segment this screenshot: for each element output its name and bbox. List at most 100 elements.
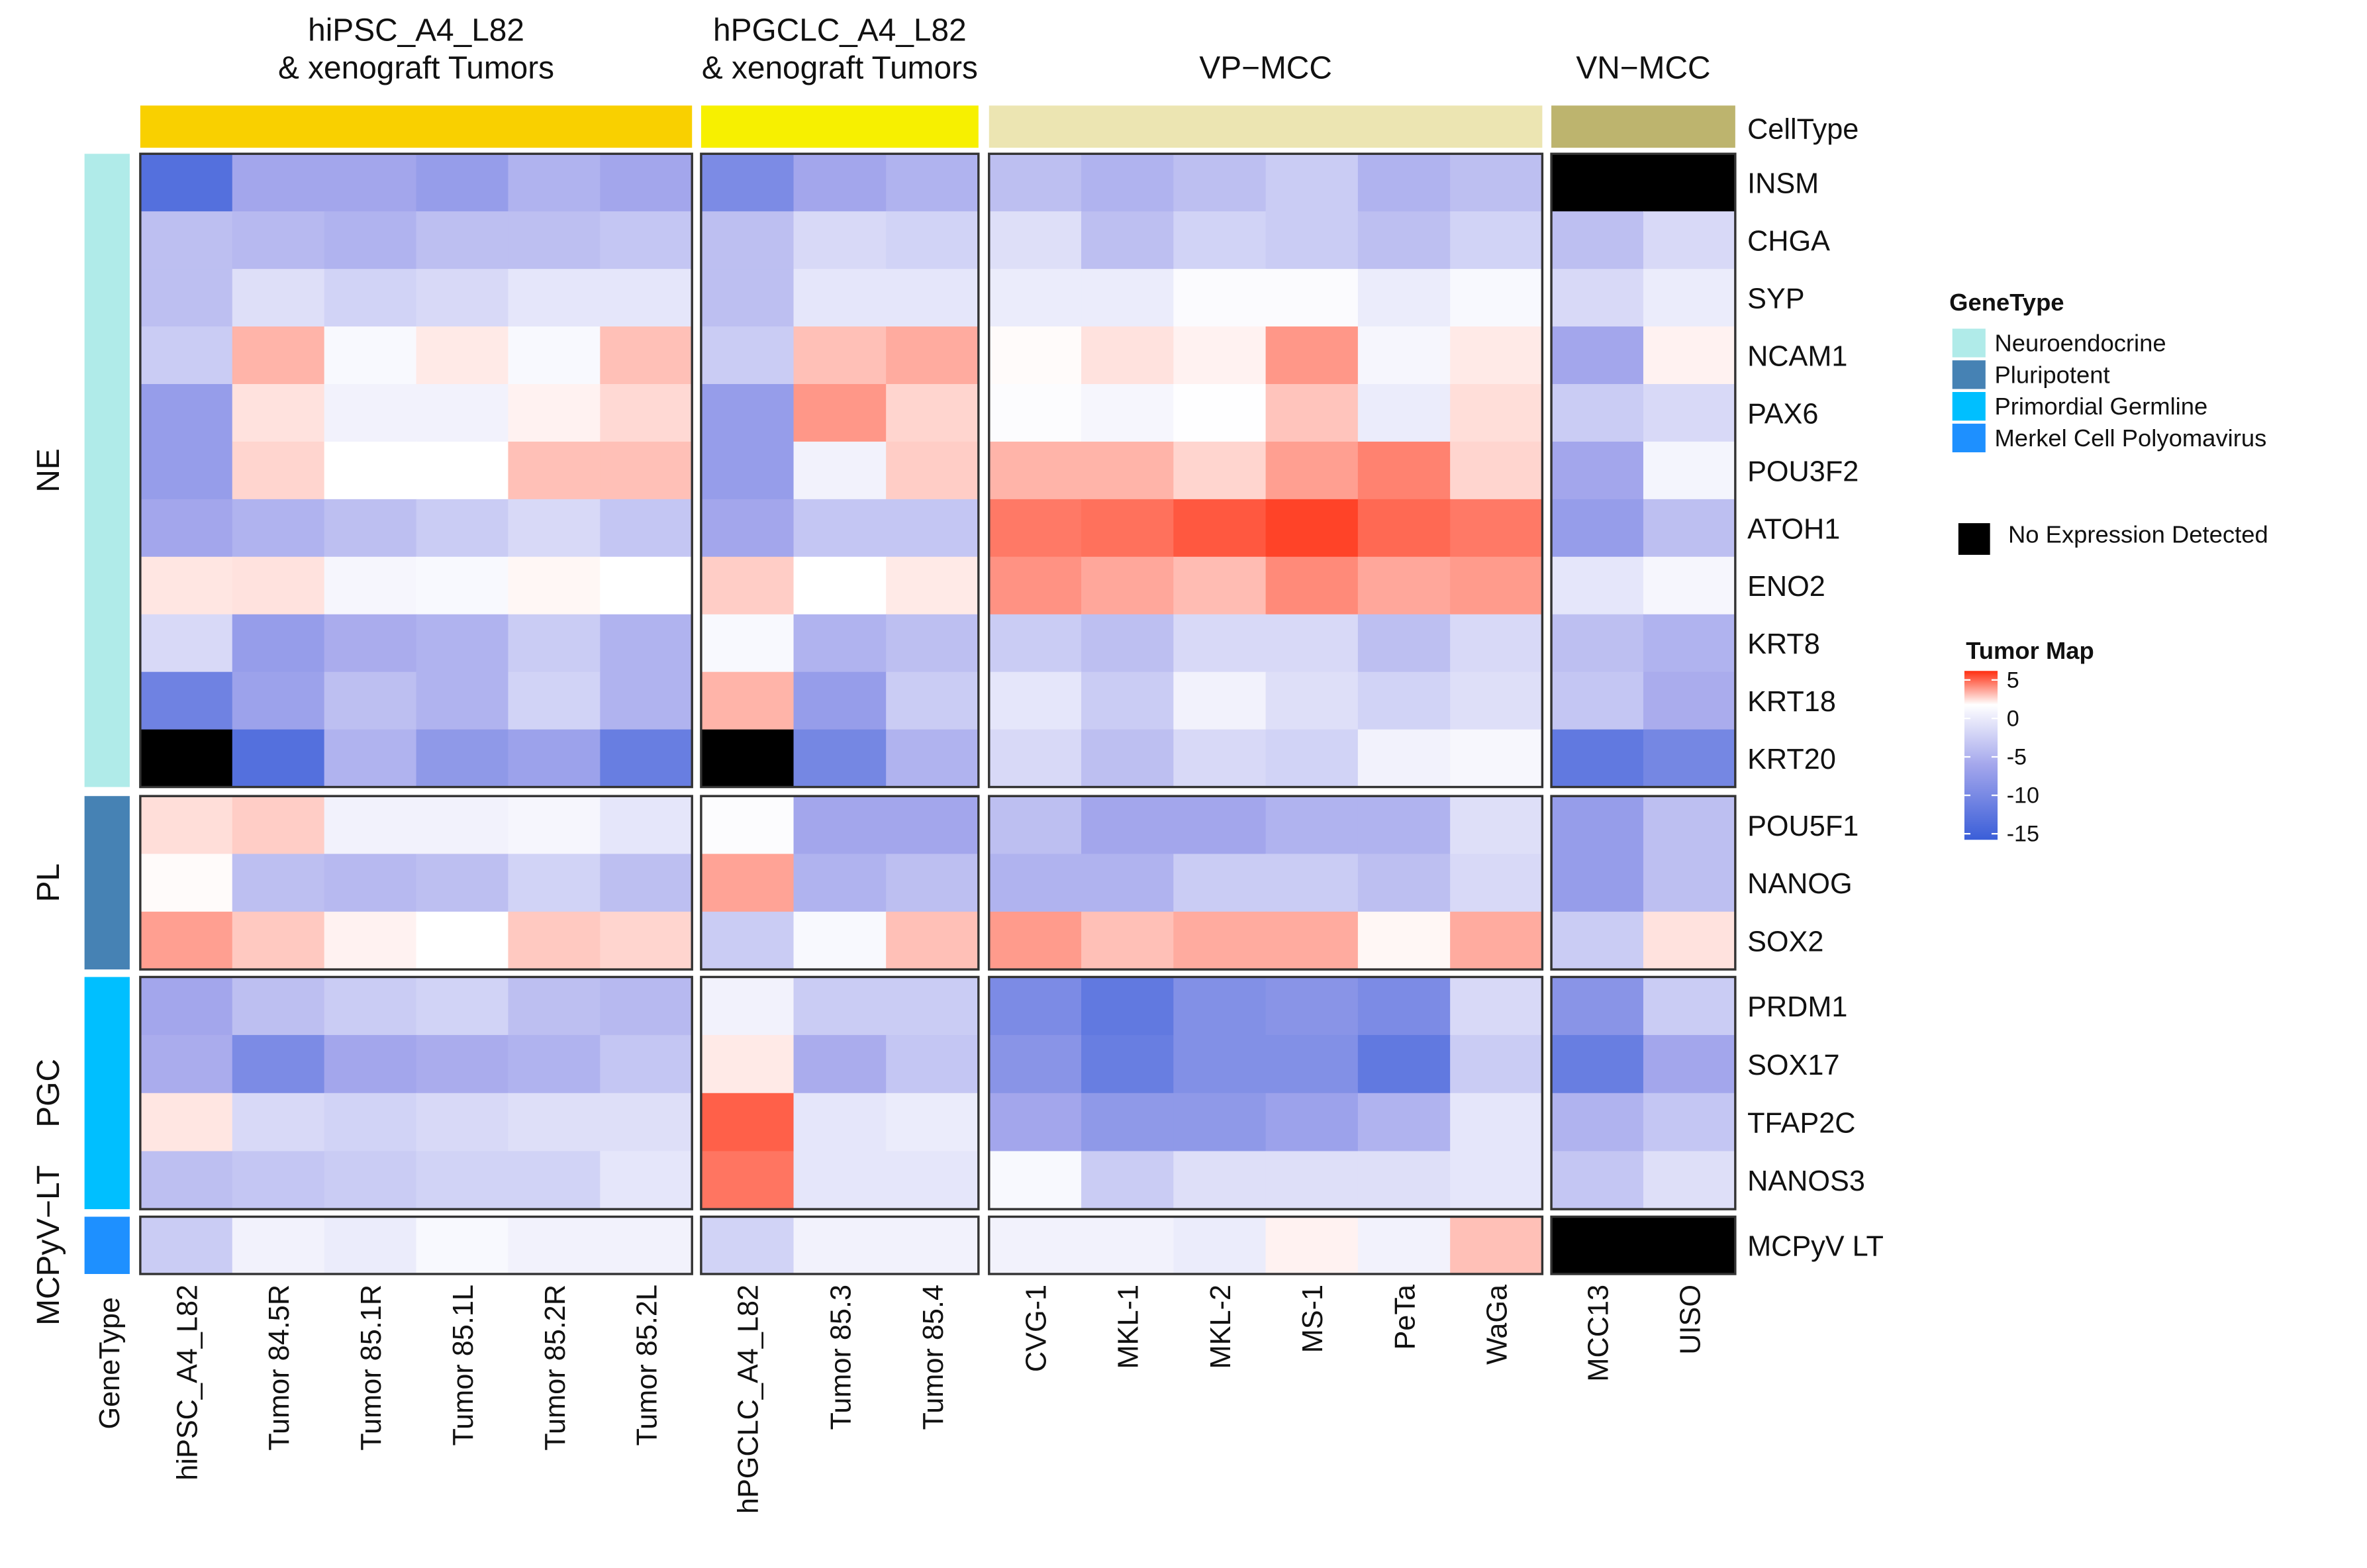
heatmap-cell (989, 441, 1082, 500)
heatmap-cell (416, 556, 509, 615)
row-group-label: PL (31, 863, 66, 902)
block-border (1550, 975, 1737, 1210)
heatmap-cell (416, 911, 509, 970)
heatmap-cell (1551, 854, 1644, 912)
column-group-title: & xenograft Tumors (702, 50, 978, 85)
heatmap-cell (508, 556, 601, 615)
heatmap-cell (1081, 556, 1175, 615)
heatmap-cell (232, 671, 325, 730)
column-label: Tumor 85.1L (448, 1285, 479, 1446)
heatmap-cell (886, 1035, 979, 1094)
heatmap-cell (1551, 154, 1644, 213)
heatmap-cell (700, 729, 795, 788)
heatmap-cell (989, 614, 1082, 673)
legend-swatch (1952, 392, 1986, 421)
heatmap-cell (700, 269, 795, 327)
heatmap-cell (700, 911, 795, 970)
heatmap-cell (416, 1035, 509, 1094)
heatmap-cell (886, 211, 979, 270)
column-label: Tumor 85.3 (825, 1285, 857, 1430)
heatmap-cell (1450, 1151, 1543, 1210)
heatmap-cell (1357, 911, 1451, 970)
heatmap-cell (1081, 911, 1175, 970)
block-border (1550, 795, 1737, 971)
column-group-title: & xenograft Tumors (278, 50, 554, 85)
heatmap-cell (416, 729, 509, 788)
heatmap-cell (989, 729, 1082, 788)
heatmap-cell (508, 796, 601, 855)
heatmap-cell (989, 499, 1082, 558)
heatmap-cell (793, 499, 887, 558)
heatmap-cell (886, 614, 979, 673)
heatmap-cell (1081, 383, 1175, 442)
heatmap-cell (1450, 671, 1543, 730)
block-border (700, 152, 980, 789)
heatmap-cell (1265, 269, 1359, 327)
gene-label: NANOG (1747, 868, 1853, 900)
heatmap-cell (324, 1216, 417, 1275)
heatmap-cell (1357, 441, 1451, 500)
block-border (700, 795, 980, 971)
heatmap-cell (416, 671, 509, 730)
heatmap-cell (232, 1093, 325, 1152)
legend-swatch (1952, 423, 1986, 453)
heatmap-cell (1265, 1035, 1359, 1094)
heatmap-cell (989, 977, 1082, 1036)
heatmap-cell (1357, 796, 1451, 855)
heatmap-cell (324, 154, 417, 213)
heatmap-cell (1357, 211, 1451, 270)
heatmap-cell (324, 796, 417, 855)
heatmap-cell (1643, 326, 1736, 385)
heatmap-cell (324, 556, 417, 615)
heatmap-cell (1173, 977, 1267, 1036)
heatmap-cell (600, 1151, 693, 1210)
heatmap-cell (508, 977, 601, 1036)
heatmap-cell (140, 614, 233, 673)
heatmap-cell (1357, 556, 1451, 615)
heatmap-cell (600, 854, 693, 912)
celltype-bar (1551, 105, 1735, 148)
heatmap-cell (140, 854, 233, 912)
heatmap-cell (1173, 499, 1267, 558)
gene-label: CHGA (1747, 226, 1830, 258)
block-border (988, 975, 1544, 1210)
heatmap-cell (1081, 1216, 1175, 1275)
heatmap-cell (1357, 977, 1451, 1036)
heatmap-cell (793, 556, 887, 615)
heatmap-cell (508, 154, 601, 213)
heatmap-cell (1643, 796, 1736, 855)
heatmap-cell (1265, 671, 1359, 730)
heatmap-cell (1081, 1035, 1175, 1094)
heatmap-cell (700, 556, 795, 615)
heatmap-cell (140, 326, 233, 385)
heatmap-cell (1551, 796, 1644, 855)
heatmap-cell (508, 383, 601, 442)
gene-label: SOX17 (1747, 1050, 1839, 1081)
heatmap-cell (232, 614, 325, 673)
heatmap-cell (1551, 441, 1644, 500)
heatmap-cell (793, 326, 887, 385)
gene-label: KRT8 (1747, 628, 1820, 660)
heatmap-cell (1551, 977, 1644, 1036)
heatmap-cell (1551, 729, 1644, 788)
heatmap-cell (416, 326, 509, 385)
celltype-label: CellType (1747, 113, 1859, 145)
heatmap-cell (140, 911, 233, 970)
heatmap-cell (1450, 441, 1543, 500)
heatmap-cell (508, 614, 601, 673)
heatmap-cell (232, 556, 325, 615)
heatmap-cell (886, 671, 979, 730)
heatmap-cell (232, 1035, 325, 1094)
column-label: hiPSC_A4_L82 (171, 1285, 203, 1481)
heatmap-cell (508, 326, 601, 385)
heatmap-cell (324, 326, 417, 385)
heatmap-cell (324, 729, 417, 788)
heatmap-cell (1265, 326, 1359, 385)
heatmap-cell (324, 671, 417, 730)
heatmap-cell (886, 154, 979, 213)
heatmap-cell (1643, 1216, 1736, 1275)
heatmap-cell (1081, 441, 1175, 500)
heatmap-cell (140, 1216, 233, 1275)
column-label: Tumor 85.2L (632, 1285, 663, 1446)
heatmap-cell (886, 556, 979, 615)
